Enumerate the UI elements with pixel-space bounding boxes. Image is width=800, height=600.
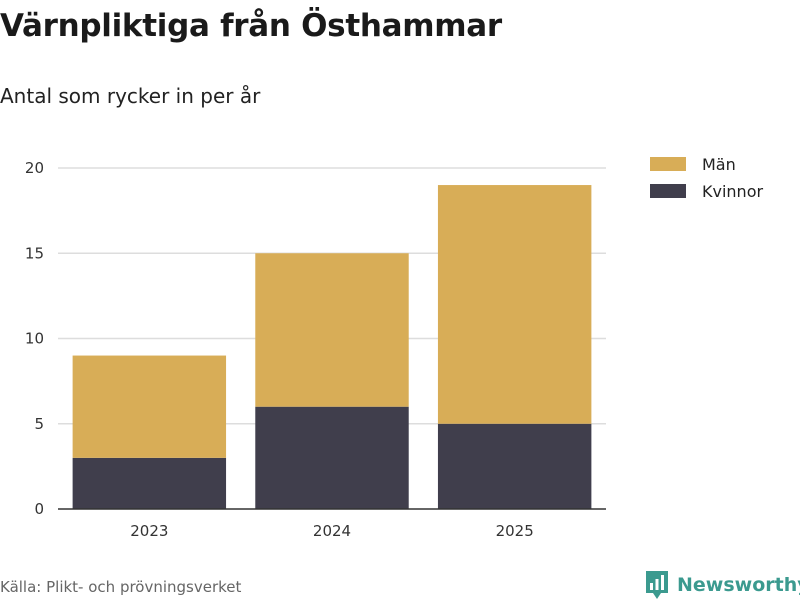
legend: Män Kvinnor [650, 155, 763, 201]
bar-2023-man [72, 355, 227, 458]
bar-group [72, 185, 592, 509]
newsworthy-logo-icon [646, 571, 668, 599]
legend-swatch-man [650, 157, 686, 171]
chart-title: Värnpliktiga från Östhammar [0, 8, 502, 44]
brand-name: Newsworthy [677, 574, 800, 596]
y-tick-label-0: 0 [34, 500, 44, 518]
bar-2024-kvinnor [255, 406, 409, 509]
chart-subtitle: Antal som rycker in per år [0, 84, 261, 108]
bar-2025-man [437, 185, 592, 424]
bar-2025-kvinnor [437, 423, 592, 509]
y-axis-ticks: 0 5 10 15 20 [25, 159, 44, 518]
bar-2024-man [255, 253, 409, 407]
source-note: Källa: Plikt- och prövningsverket [0, 578, 242, 596]
brand-logo: Newsworthy [645, 570, 800, 600]
x-tick-label-2025: 2025 [496, 522, 534, 540]
y-tick-label-5: 5 [34, 415, 44, 433]
y-tick-label-15: 15 [25, 244, 44, 262]
x-tick-label-2023: 2023 [130, 522, 168, 540]
bar-2023-kvinnor [72, 457, 227, 509]
x-axis-ticks: 2023 2024 2025 [130, 522, 534, 540]
y-tick-label-20: 20 [25, 159, 44, 177]
y-tick-label-10: 10 [25, 330, 44, 348]
legend-label-kvinnor: Kvinnor [702, 182, 763, 201]
x-tick-label-2024: 2024 [313, 522, 351, 540]
legend-label-man: Män [702, 155, 736, 174]
legend-swatch-kvinnor [650, 184, 686, 198]
